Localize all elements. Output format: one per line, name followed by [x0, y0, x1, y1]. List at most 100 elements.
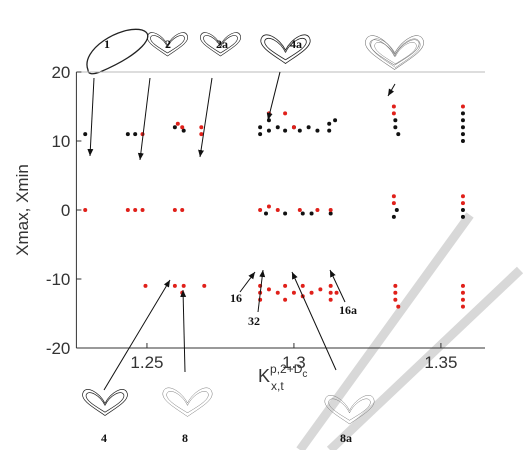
point	[396, 305, 400, 309]
x-label-sup-sub: c	[302, 369, 307, 380]
point	[461, 111, 465, 115]
point	[396, 132, 400, 136]
point	[461, 194, 465, 198]
arrow	[90, 78, 94, 156]
point	[133, 132, 137, 136]
point	[315, 208, 319, 212]
point	[310, 291, 314, 295]
arrow	[140, 78, 150, 160]
point	[393, 298, 397, 302]
point	[199, 125, 203, 129]
annotation: 4	[101, 431, 107, 445]
x-tick-label: 1.25	[130, 353, 163, 372]
point	[199, 132, 203, 136]
point	[267, 129, 271, 133]
point	[173, 125, 177, 129]
point	[267, 205, 271, 209]
annotation: 16	[230, 291, 242, 305]
arrow	[268, 72, 280, 120]
point	[315, 129, 319, 133]
point	[173, 208, 177, 212]
point	[461, 118, 465, 122]
y-tick-label: -20	[46, 339, 71, 358]
point	[292, 291, 296, 295]
y-tick-label: -10	[46, 270, 71, 289]
point	[329, 298, 333, 302]
arrow	[388, 84, 395, 96]
point	[267, 118, 271, 122]
point	[461, 298, 465, 302]
point	[202, 284, 206, 288]
point	[395, 208, 399, 212]
point	[176, 122, 180, 126]
point	[461, 208, 465, 212]
point	[180, 291, 184, 295]
annotation: 2	[165, 37, 171, 51]
point	[298, 129, 302, 133]
point	[329, 284, 333, 288]
point	[141, 208, 145, 212]
point	[393, 284, 397, 288]
point	[392, 111, 396, 115]
point	[258, 132, 262, 136]
annotation: 8a	[340, 431, 352, 445]
point	[126, 132, 130, 136]
point	[264, 211, 268, 215]
point	[393, 125, 397, 129]
point	[276, 291, 280, 295]
point	[461, 291, 465, 295]
point	[267, 287, 271, 291]
point	[301, 211, 305, 215]
point	[335, 291, 339, 295]
point	[283, 211, 287, 215]
point	[182, 129, 186, 133]
arrow	[104, 280, 170, 390]
chart: -20-10010201.251.31.35122a4a163216a488a …	[0, 0, 523, 450]
annotation: 32	[248, 314, 260, 328]
annotation: 8	[182, 431, 188, 445]
point	[126, 208, 130, 212]
point	[283, 284, 287, 288]
point	[283, 298, 287, 302]
point	[461, 284, 465, 288]
annotation: 4a	[290, 37, 302, 51]
annotation: 16a	[339, 303, 357, 317]
point	[327, 129, 331, 133]
point	[461, 139, 465, 143]
point	[276, 125, 280, 129]
point	[393, 118, 397, 122]
point	[182, 284, 186, 288]
point	[327, 122, 331, 126]
annotation: 2a	[216, 37, 228, 51]
y-tick-label: 10	[51, 132, 70, 151]
point	[392, 215, 396, 219]
point	[301, 284, 305, 288]
x-tick-label: 1.35	[424, 353, 457, 372]
watermark	[300, 215, 520, 450]
point	[461, 201, 465, 205]
point	[283, 111, 287, 115]
point	[329, 291, 333, 295]
arrow	[183, 290, 185, 372]
point	[392, 201, 396, 205]
y-axis-label: Xmax, Xmin	[13, 164, 32, 256]
point	[392, 194, 396, 198]
point	[180, 208, 184, 212]
point	[461, 125, 465, 129]
point	[143, 284, 147, 288]
point	[329, 208, 333, 212]
arrow	[240, 272, 255, 292]
point	[276, 208, 280, 212]
point	[329, 211, 333, 215]
point	[461, 105, 465, 109]
point	[258, 208, 262, 212]
point	[307, 125, 311, 129]
point	[318, 287, 322, 291]
point	[298, 208, 302, 212]
point	[83, 208, 87, 212]
x-label-base: K	[258, 366, 270, 386]
x-label-sup: p,2+D	[270, 362, 303, 376]
point	[393, 291, 397, 295]
y-tick-label: 0	[61, 201, 70, 220]
